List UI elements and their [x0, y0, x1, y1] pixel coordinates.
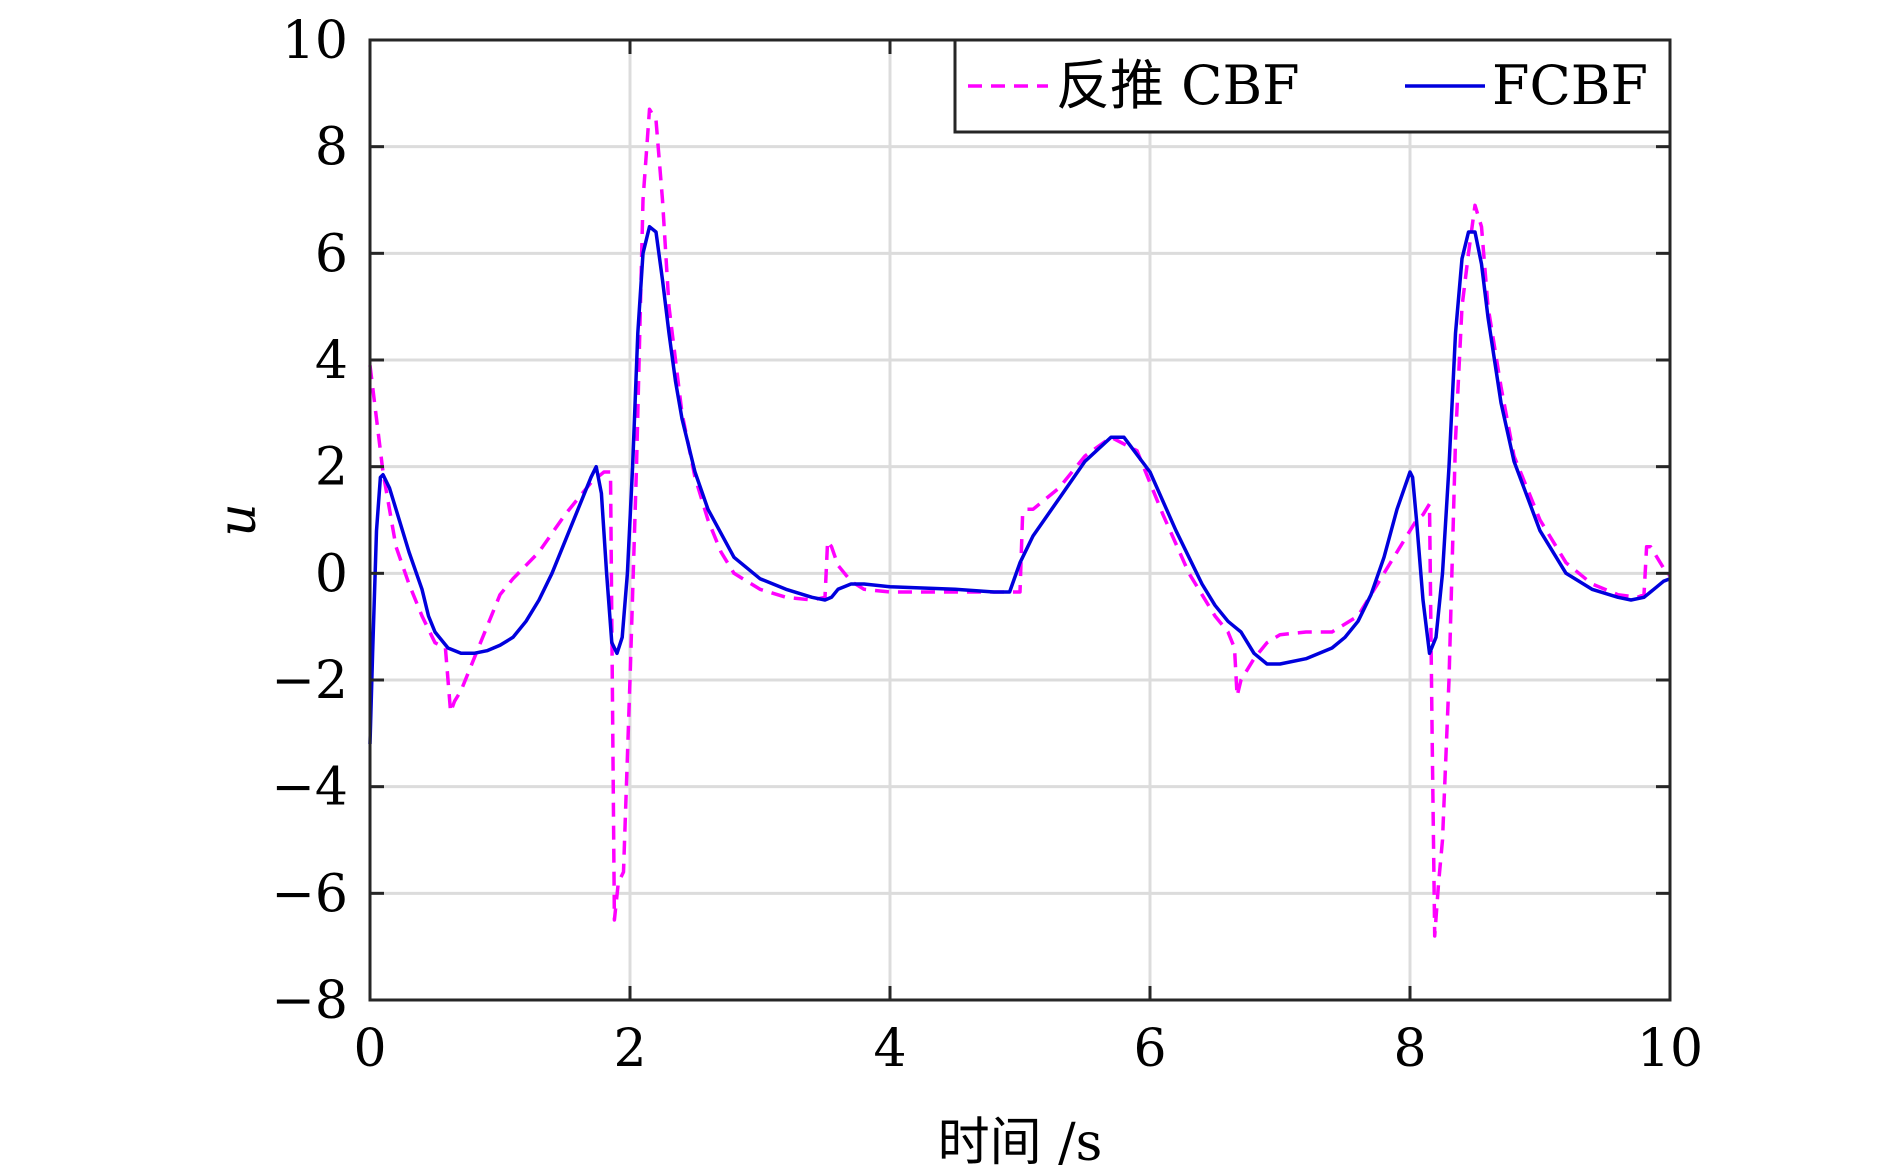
y-tick-label: 4	[315, 331, 348, 391]
x-axis-label: 时间 /s	[938, 1113, 1103, 1173]
legend-label-backstepping-cbf: 反推 CBF	[1056, 54, 1300, 117]
x-tick-label: 10	[1637, 1019, 1703, 1079]
grid	[368, 38, 1672, 1002]
series-line-fcbf	[368, 224, 1671, 745]
y-tick-label: 2	[315, 438, 348, 498]
y-tick-labels: −8 −6 −4 −2 0 2 4 6 8 10	[271, 11, 348, 1031]
x-tick-label: 8	[1393, 1019, 1426, 1079]
y-tick-label: −4	[271, 758, 348, 818]
legend-box	[953, 38, 1672, 134]
y-axis-label: u	[208, 503, 268, 537]
y-tick-label: 6	[315, 224, 348, 284]
legend: 反推 CBF FCBF	[953, 38, 1672, 134]
y-tick-label: 10	[282, 11, 348, 71]
series-layer	[368, 107, 1672, 938]
y-tick-label: −8	[271, 971, 348, 1031]
y-tick-label: 0	[315, 544, 348, 604]
y-tick-label: −6	[271, 864, 348, 924]
axis-ticks	[368, 38, 1672, 1002]
x-tick-labels: 0 2 4 6 8 10	[353, 1019, 1703, 1079]
x-tick-label: 6	[1133, 1019, 1166, 1079]
legend-label-fcbf: FCBF	[1492, 54, 1648, 117]
x-tick-label: 0	[353, 1019, 386, 1079]
plot-area-border	[368, 38, 1672, 1002]
x-tick-label: 4	[873, 1019, 906, 1079]
y-tick-label: 8	[315, 118, 348, 178]
y-tick-label: −2	[271, 651, 348, 711]
x-tick-label: 2	[613, 1019, 646, 1079]
